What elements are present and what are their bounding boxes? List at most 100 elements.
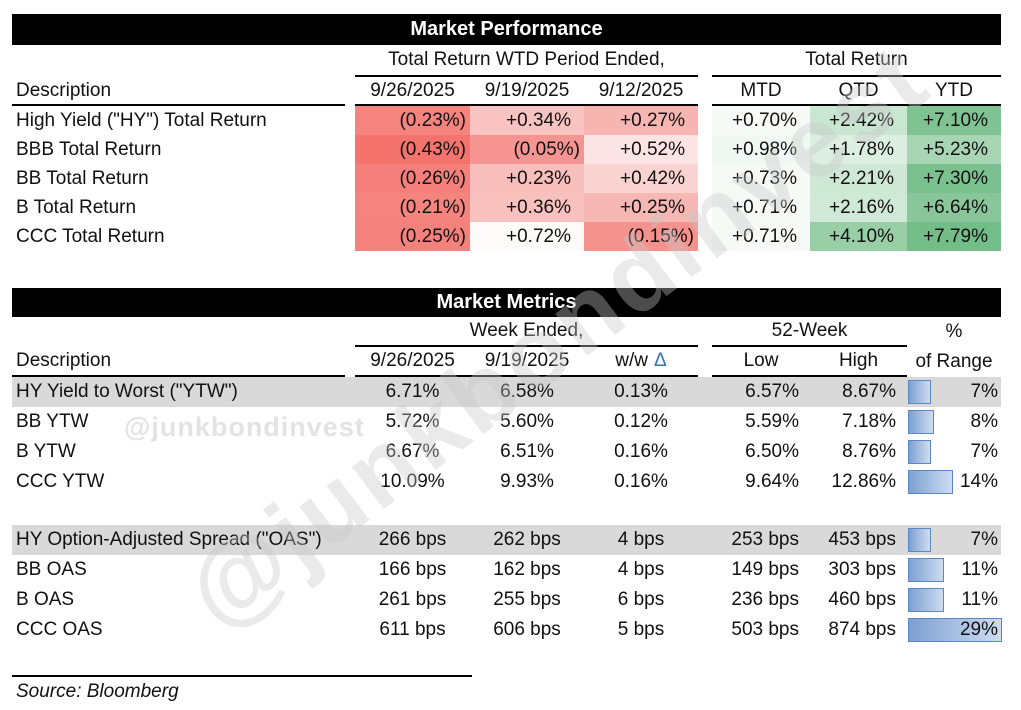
- range-bar: [908, 380, 931, 404]
- range-value: 29%: [959, 619, 998, 640]
- table-row: B Total Return (0.21%) +0.36% +0.25% +0.…: [12, 193, 1001, 222]
- description-header: Description: [12, 77, 345, 106]
- spacer: [698, 437, 712, 467]
- footer-divider: [12, 675, 472, 677]
- range-cell: 11%: [907, 585, 1001, 615]
- data-cell: +2.21%: [810, 164, 907, 193]
- data-cell: +0.36%: [470, 193, 584, 222]
- column-header-high: High: [810, 347, 907, 377]
- data-cell: 6 bps: [617, 589, 665, 610]
- data-cell: 6.57%: [745, 381, 799, 402]
- column-header-low: Low: [712, 347, 810, 377]
- data-cell: 303 bps: [828, 559, 896, 580]
- data-cell: 611 bps: [379, 619, 446, 640]
- table-row: CCC OAS 611 bps 606 bps 5 bps 503 bps 87…: [12, 615, 1002, 645]
- description-header: Description: [12, 347, 345, 377]
- data-cell: 460 bps: [828, 589, 896, 610]
- spacer: [345, 467, 355, 497]
- group-header-percent: %: [945, 321, 963, 342]
- data-cell: 255 bps: [493, 589, 561, 610]
- data-cell: +0.42%: [584, 164, 698, 193]
- spacer: [698, 347, 712, 377]
- data-cell: 262 bps: [493, 529, 561, 550]
- spacer: [698, 377, 712, 407]
- data-cell: +0.34%: [470, 106, 584, 135]
- data-cell: 4 bps: [617, 529, 665, 550]
- data-cell: 236 bps: [731, 589, 799, 610]
- row-label: High Yield ("HY") Total Return: [16, 109, 267, 131]
- data-cell: 0.16%: [614, 471, 668, 492]
- metrics-column-header-row: Description 9/26/2025 9/19/2025 w/w Δ Lo…: [12, 347, 1001, 377]
- range-value: 8%: [970, 411, 998, 432]
- data-cell: 0.13%: [614, 381, 668, 402]
- spacer: [345, 135, 355, 164]
- data-cell: (0.25%): [355, 222, 470, 251]
- source-note: Source: Bloomberg: [16, 681, 179, 702]
- data-cell: 6.67%: [385, 441, 440, 462]
- data-cell: 8.76%: [842, 441, 896, 462]
- data-cell: 9.64%: [745, 471, 799, 492]
- data-cell: +0.52%: [584, 135, 698, 164]
- data-cell: +0.71%: [712, 193, 810, 222]
- data-cell: 10.09%: [380, 471, 445, 492]
- range-cell: 7%: [907, 377, 1001, 407]
- spacer: [345, 222, 355, 251]
- spacer: [698, 106, 712, 135]
- spacer: [345, 525, 355, 555]
- spacer: [698, 77, 712, 106]
- spacer: [698, 164, 712, 193]
- data-cell: 5.59%: [745, 411, 799, 432]
- data-cell: 9.93%: [500, 471, 554, 492]
- spacer: [698, 222, 712, 251]
- range-value: 7%: [970, 529, 998, 550]
- column-header-ww-delta: w/w Δ: [584, 347, 698, 377]
- spacer: [698, 525, 712, 555]
- spacer: [345, 77, 355, 106]
- data-cell: +0.25%: [584, 193, 698, 222]
- row-label: CCC OAS: [16, 619, 103, 640]
- table-row: HY Yield to Worst ("YTW") 6.71% 6.58% 0.…: [12, 377, 1001, 407]
- column-header-date-2: 9/19/2025: [470, 347, 584, 377]
- table-row: BB Total Return (0.26%) +0.23% +0.42% +0…: [12, 164, 1001, 193]
- column-header-mtd: MTD: [712, 77, 810, 106]
- metrics-group-header-row: Week Ended, 52-Week %: [12, 317, 1001, 347]
- spacer: [698, 317, 712, 347]
- table-row: CCC Total Return (0.25%) +0.72% (0.15%) …: [12, 222, 1001, 251]
- data-cell: 6.51%: [500, 441, 554, 462]
- data-cell: +2.16%: [810, 193, 907, 222]
- range-cell: 7%: [907, 437, 1001, 467]
- data-cell: (0.21%): [355, 193, 470, 222]
- group-header-52-week: 52-Week: [712, 317, 907, 347]
- data-cell: 503 bps: [731, 619, 799, 640]
- row-label: BB YTW: [16, 411, 89, 432]
- spacer: [345, 193, 355, 222]
- range-cell: 7%: [907, 525, 1001, 555]
- data-cell: +0.72%: [470, 222, 584, 251]
- data-cell: +0.23%: [470, 164, 584, 193]
- range-bar: [908, 588, 944, 612]
- spacer: [345, 585, 355, 615]
- data-cell: (0.23%): [355, 106, 470, 135]
- metrics-title: Market Metrics: [12, 288, 1001, 317]
- column-header-date-1: 9/26/2025: [355, 347, 470, 377]
- data-cell: 4 bps: [617, 559, 665, 580]
- data-cell: 162 bps: [493, 559, 561, 580]
- data-cell: +2.42%: [810, 106, 907, 135]
- spacer: [698, 467, 712, 497]
- performance-title: Market Performance: [12, 14, 1001, 45]
- spacer: [698, 45, 712, 77]
- data-cell: (0.43%): [355, 135, 470, 164]
- range-bar: [908, 470, 954, 494]
- data-cell: +7.79%: [907, 222, 1001, 251]
- table-row: High Yield ("HY") Total Return (0.23%) +…: [12, 106, 1001, 135]
- data-cell: +7.10%: [907, 106, 1001, 135]
- data-cell: 5.72%: [385, 411, 440, 432]
- spacer: [698, 585, 712, 615]
- range-value: 7%: [970, 441, 998, 462]
- spacer: [345, 164, 355, 193]
- table-row: BB OAS 166 bps 162 bps 4 bps 149 bps 303…: [12, 555, 1001, 585]
- row-label: CCC Total Return: [16, 225, 165, 247]
- data-cell: 5 bps: [617, 619, 665, 640]
- row-label: HY Yield to Worst ("YTW"): [16, 381, 238, 402]
- data-cell: +0.70%: [712, 106, 810, 135]
